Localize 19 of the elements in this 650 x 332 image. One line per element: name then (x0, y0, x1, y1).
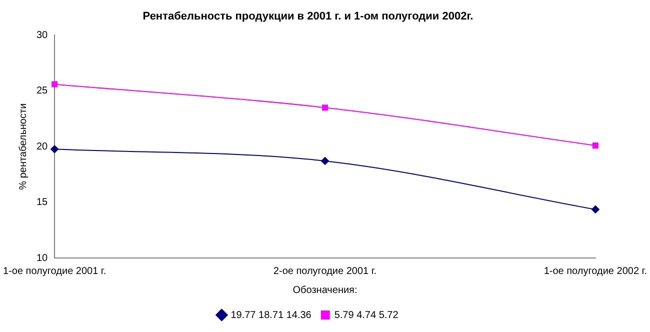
point (52, 81, 58, 88)
x-tick-label: 1-ое полугодие 2002 г. (544, 266, 648, 277)
chart-title: Рентабельность продукции в 2001 г. и 1-ом полугодии 2002г. (142, 10, 474, 23)
y-tick-label: 30 (36, 30, 48, 41)
y-tick-label: 20 (36, 141, 48, 152)
y-axis-title: % рентабельности (18, 103, 30, 190)
y-tick-label: 15 (36, 197, 48, 208)
legend-label: 19.77 18.71 14.36 (230, 310, 312, 321)
point (592, 142, 598, 148)
point (321, 156, 329, 165)
y-tick-label: 25 (36, 86, 48, 97)
x-tick-label: 1-ое полугодие 2001 г. (2, 266, 106, 277)
y-tick-label: 10 (36, 252, 48, 264)
point (322, 104, 328, 111)
x-axis-title: Обозначения: (292, 284, 358, 296)
point (591, 205, 600, 214)
legend-label: 5.79 4.74 5.72 (334, 310, 399, 321)
x-tick-label: 2-ое полугодие 2001 г. (273, 266, 377, 277)
point (50, 145, 59, 154)
